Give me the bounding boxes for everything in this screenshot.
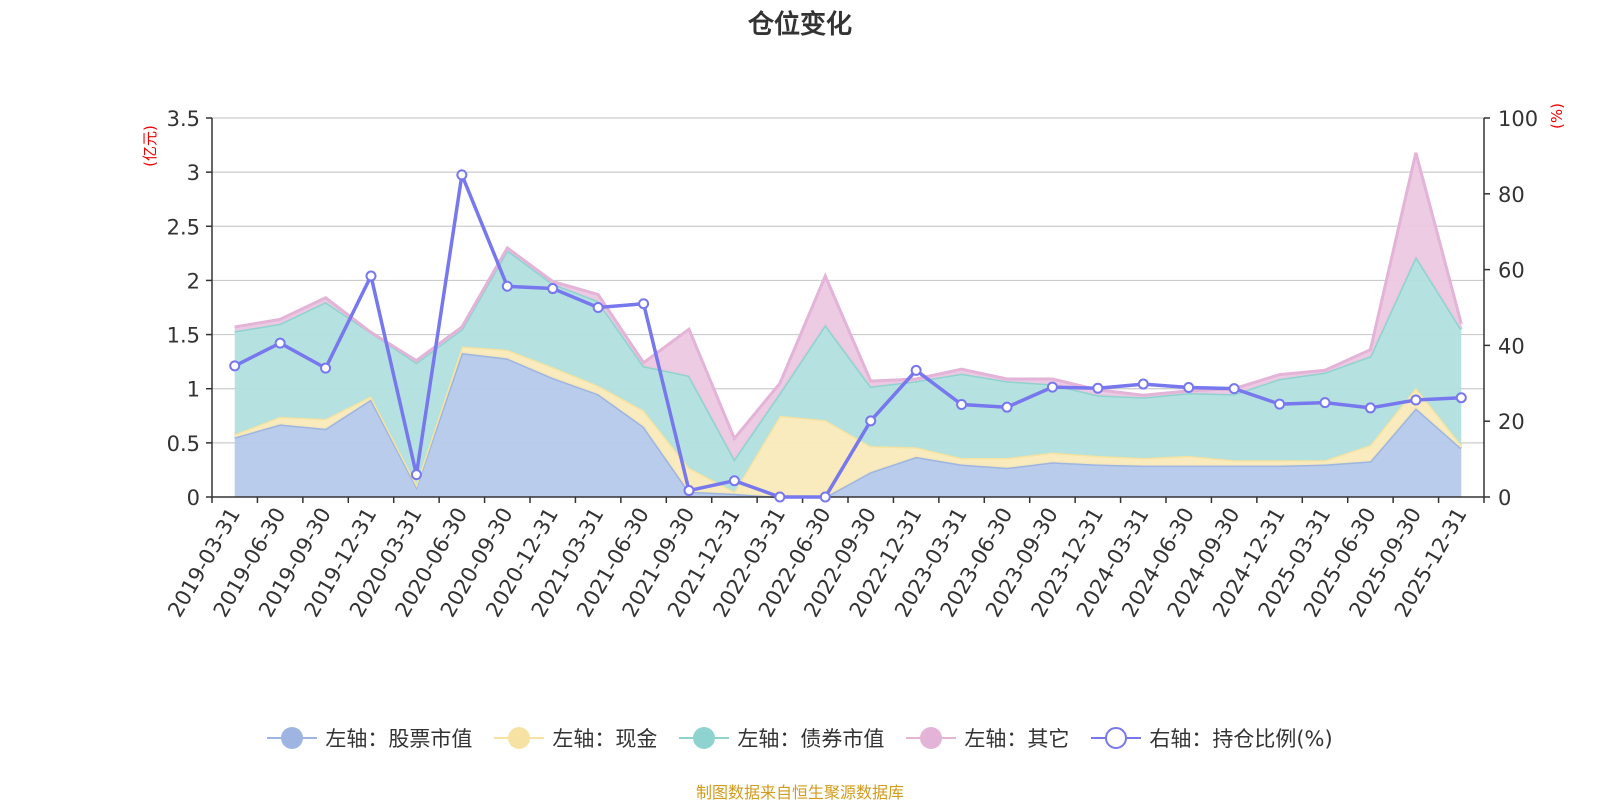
left-tick-label: 3.5 xyxy=(167,107,200,131)
ratio-point xyxy=(865,415,877,427)
right-tick-label: 20 xyxy=(1498,410,1525,434)
chart-title: 仓位变化 xyxy=(747,10,852,40)
ratio-point xyxy=(683,485,695,497)
legend-item-1[interactable]: 左轴：股票市值 xyxy=(267,723,472,753)
ratio-point xyxy=(274,337,286,349)
left-tick-label: 2.5 xyxy=(167,215,200,239)
legend-item-2[interactable]: 左轴：现金 xyxy=(494,723,657,753)
area-series-3 xyxy=(234,250,1462,492)
legend-label: 右轴：持仓比例(%) xyxy=(1149,727,1333,751)
right-tick-label: 0 xyxy=(1498,486,1511,510)
ratio-point xyxy=(1319,397,1331,409)
legend-swatch-icon xyxy=(1091,726,1142,750)
ratio-point xyxy=(910,364,922,376)
ratio-point xyxy=(1364,402,1376,414)
ratio-point xyxy=(320,362,332,374)
legend-swatch-icon xyxy=(494,726,545,750)
legend-item-3[interactable]: 左轴：债券市值 xyxy=(679,723,884,753)
ratio-point xyxy=(1228,383,1240,395)
right-tick-label: 80 xyxy=(1498,183,1525,207)
ratio-point xyxy=(410,469,422,481)
legend-item-4[interactable]: 左轴：其它 xyxy=(906,723,1069,753)
area-line-series-4 xyxy=(234,152,1463,442)
legend-label: 左轴：股票市值 xyxy=(325,727,473,751)
left-tick-label: 0 xyxy=(187,486,200,510)
ratio-point xyxy=(365,270,377,282)
ratio-point xyxy=(1274,398,1286,410)
legend-item-5[interactable]: 右轴：持仓比例(%) xyxy=(1091,723,1333,753)
left-axis-unit: (亿元) xyxy=(141,125,159,167)
ratio-point xyxy=(1001,401,1013,413)
ratio-point xyxy=(1137,378,1149,390)
ratio-point xyxy=(1046,381,1058,393)
ratio-line xyxy=(233,168,1462,499)
ratio-point xyxy=(547,283,559,295)
area-series-1 xyxy=(234,353,1462,497)
legend-swatch-icon xyxy=(906,726,957,750)
right-tick-label: 60 xyxy=(1498,259,1525,283)
area-series-2 xyxy=(234,346,1462,497)
right-tick-label: 40 xyxy=(1498,334,1525,358)
left-tick-label: 3 xyxy=(187,161,200,185)
ratio-point xyxy=(956,399,968,411)
legend-swatch-icon xyxy=(267,726,318,750)
ratio-point xyxy=(456,169,468,181)
legend-label: 左轴：现金 xyxy=(552,727,658,751)
ratio-point xyxy=(592,302,604,313)
ratio-point xyxy=(638,298,650,310)
ratio-point xyxy=(774,491,786,503)
legend-label: 左轴：债券市值 xyxy=(737,727,885,751)
ratio-point xyxy=(1092,382,1104,394)
ratio-point xyxy=(229,360,241,372)
right-tick-label: 100 xyxy=(1498,107,1538,131)
ratio-point xyxy=(1455,392,1467,404)
ratio-point xyxy=(728,475,740,487)
left-tick-label: 1.5 xyxy=(167,324,200,348)
left-tick-label: 1 xyxy=(187,378,200,402)
source-note: 制图数据来自恒生聚源数据库 xyxy=(695,783,904,802)
legend-swatch-icon xyxy=(679,726,730,750)
left-tick-label: 2 xyxy=(187,269,200,293)
ratio-point xyxy=(1183,381,1195,393)
ratio-point xyxy=(819,491,831,503)
left-tick-label: 0.5 xyxy=(167,432,200,456)
right-axis-unit: (%) xyxy=(1548,103,1566,129)
legend: 左轴：股票市值 左轴：现金 左轴：债券市值 左轴：其它 右轴：持仓比例(%) xyxy=(0,723,1600,753)
ratio-point xyxy=(501,280,513,292)
ratio-point xyxy=(1410,394,1422,406)
legend-label: 左轴：其它 xyxy=(964,727,1070,751)
